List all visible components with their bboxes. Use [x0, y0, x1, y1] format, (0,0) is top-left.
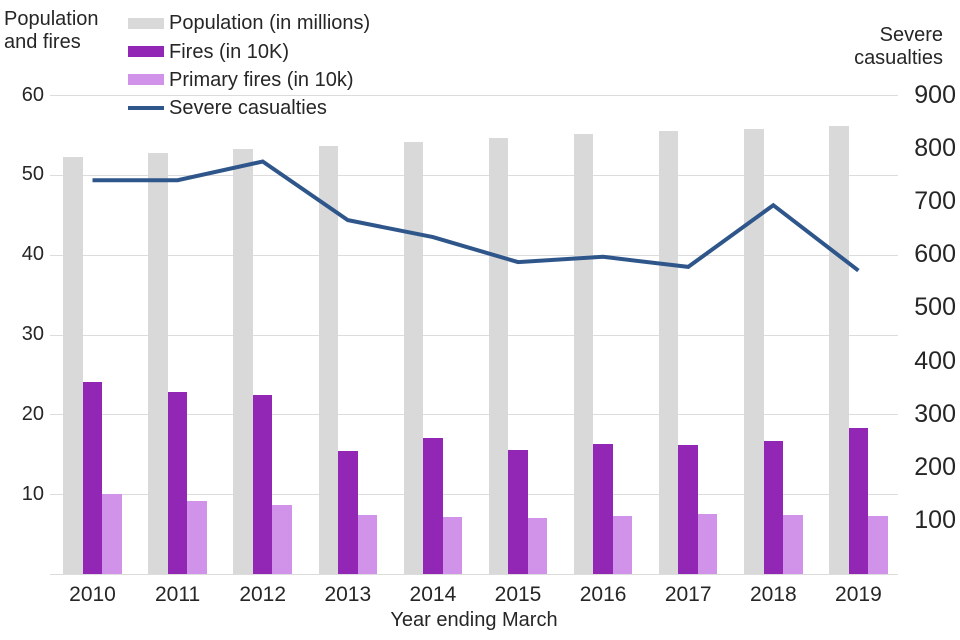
- bar-population-in-millions-2014: [403, 142, 424, 574]
- severe-casualties-line: [92, 159, 860, 273]
- x-axis-tick-label: 2011: [155, 583, 201, 606]
- bar-primary-fires-in-10k-2016: [612, 515, 633, 574]
- severe-casualties-line-icon: [128, 106, 164, 111]
- right-axis-tick-label: 200: [914, 453, 956, 482]
- gridline: [50, 334, 898, 336]
- right-axis-tick-label: 600: [914, 240, 956, 269]
- bar-population-in-millions-2013: [318, 146, 338, 574]
- x-axis-tick-label: 2018: [749, 583, 797, 606]
- right-axis-tick-label: 800: [914, 133, 956, 162]
- right-axis-tick-label: 700: [914, 186, 956, 215]
- legend-item-population: Population (in millions): [128, 9, 370, 37]
- bar-primary-fires-in-10k-2013: [357, 514, 377, 574]
- right-axis-tick-label: 100: [914, 506, 956, 535]
- bar-fires-in-10k-2017: [678, 444, 698, 574]
- left-axis-tick-label: 10: [21, 482, 44, 505]
- right-axis-tick-label: 500: [914, 293, 956, 322]
- bar-fires-in-10k-2018: [763, 440, 783, 574]
- gridline: [50, 414, 898, 416]
- bar-primary-fires-in-10k-2011: [187, 501, 207, 574]
- population-swatch-icon: [128, 17, 164, 29]
- bar-fires-in-10k-2014: [423, 437, 443, 574]
- left-axis-tick-label: 30: [21, 323, 44, 345]
- bar-population-in-millions-2015: [488, 138, 509, 574]
- legend-item-severe-casualties: Severe casualties: [128, 94, 370, 122]
- legend-label: Fires (in 10K): [169, 40, 290, 63]
- bar-population-in-millions-2016: [573, 134, 594, 574]
- left-axis-title: Population and fires: [4, 8, 99, 53]
- bar-population-in-millions-2010: [63, 157, 83, 574]
- right-axis-title: Severe casualties: [854, 24, 943, 69]
- x-axis-tick-label: 2019: [835, 583, 882, 606]
- gridline: [50, 174, 898, 176]
- gridline: [50, 494, 898, 496]
- x-axis-tick-label: 2017: [664, 583, 712, 606]
- primary-fires-swatch-icon: [128, 74, 164, 86]
- bar-population-in-millions-2011: [148, 152, 168, 574]
- gridline: [50, 254, 898, 256]
- bar-primary-fires-in-10k-2012: [272, 505, 292, 574]
- bar-primary-fires-in-10k-2018: [783, 514, 803, 574]
- bar-primary-fires-in-10k-2019: [868, 515, 888, 574]
- x-axis-baseline: [50, 574, 898, 575]
- right-axis-tick-label: 900: [914, 80, 956, 109]
- bar-fires-in-10k-2011: [167, 392, 188, 574]
- x-axis-tick-label: 2015: [494, 583, 542, 606]
- gridline: [50, 95, 898, 96]
- left-axis-tick-label: 40: [21, 243, 44, 266]
- legend-item-fires: Fires (in 10K): [128, 37, 370, 65]
- x-axis-tick-label: 2010: [69, 583, 116, 606]
- x-axis-title: Year ending March: [390, 609, 558, 631]
- x-axis-tick-label: 2014: [409, 583, 457, 606]
- right-axis-tick-label: 400: [914, 346, 956, 375]
- left-axis-tick-label: 20: [21, 402, 44, 425]
- bar-primary-fires-in-10k-2014: [442, 516, 463, 574]
- right-axis-tick-label: 300: [914, 399, 956, 428]
- left-axis-tick-label: 60: [21, 83, 44, 106]
- legend-item-primary-fires: Primary fires (in 10k): [128, 66, 370, 94]
- x-axis-tick-label: 2016: [579, 583, 627, 606]
- left-axis-tick-label: 50: [21, 163, 44, 186]
- bar-population-in-millions-2012: [233, 149, 253, 574]
- bar-fires-in-10k-2019: [848, 427, 869, 574]
- bar-fires-in-10k-2012: [252, 395, 273, 574]
- bar-fires-in-10k-2015: [508, 450, 528, 574]
- bar-fires-in-10k-2010: [82, 381, 103, 574]
- legend-label: Primary fires (in 10k): [169, 68, 354, 91]
- bar-population-in-millions-2018: [744, 128, 764, 574]
- legend-label: Severe casualties: [169, 97, 327, 120]
- fires-swatch-icon: [128, 46, 164, 58]
- bar-primary-fires-in-10k-2017: [697, 514, 718, 574]
- x-axis-tick-label: 2012: [239, 583, 287, 606]
- bar-fires-in-10k-2013: [338, 451, 358, 574]
- x-axis-tick-label: 2013: [324, 583, 372, 606]
- bar-primary-fires-in-10k-2015: [527, 518, 548, 574]
- legend-label: Population (in millions): [169, 12, 371, 35]
- bar-fires-in-10k-2016: [593, 443, 613, 574]
- bar-population-in-millions-2017: [658, 130, 679, 574]
- bar-primary-fires-in-10k-2010: [102, 494, 122, 574]
- legend: Population (in millions) Fires (in 10K) …: [128, 9, 370, 123]
- bar-population-in-millions-2019: [829, 126, 849, 574]
